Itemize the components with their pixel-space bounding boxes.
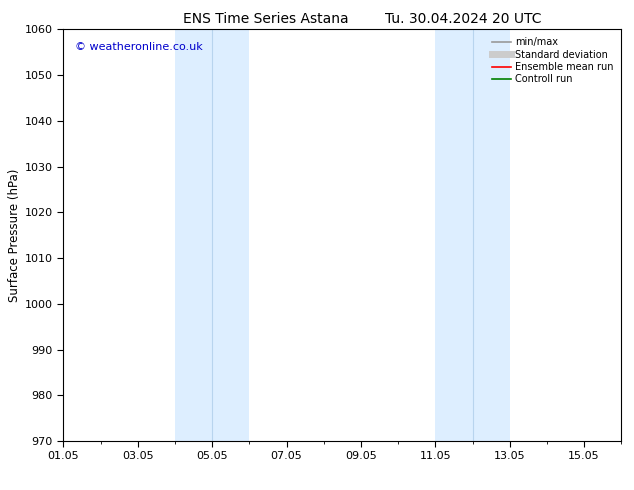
Bar [436, 29, 510, 441]
Text: Tu. 30.04.2024 20 UTC: Tu. 30.04.2024 20 UTC [385, 12, 541, 26]
Legend: min/max, Standard deviation, Ensemble mean run, Controll run: min/max, Standard deviation, Ensemble me… [489, 34, 616, 87]
Text: ENS Time Series Astana: ENS Time Series Astana [183, 12, 349, 26]
Y-axis label: Surface Pressure (hPa): Surface Pressure (hPa) [8, 169, 21, 302]
Text: © weatheronline.co.uk: © weatheronline.co.uk [75, 42, 202, 52]
Bar [175, 29, 249, 441]
